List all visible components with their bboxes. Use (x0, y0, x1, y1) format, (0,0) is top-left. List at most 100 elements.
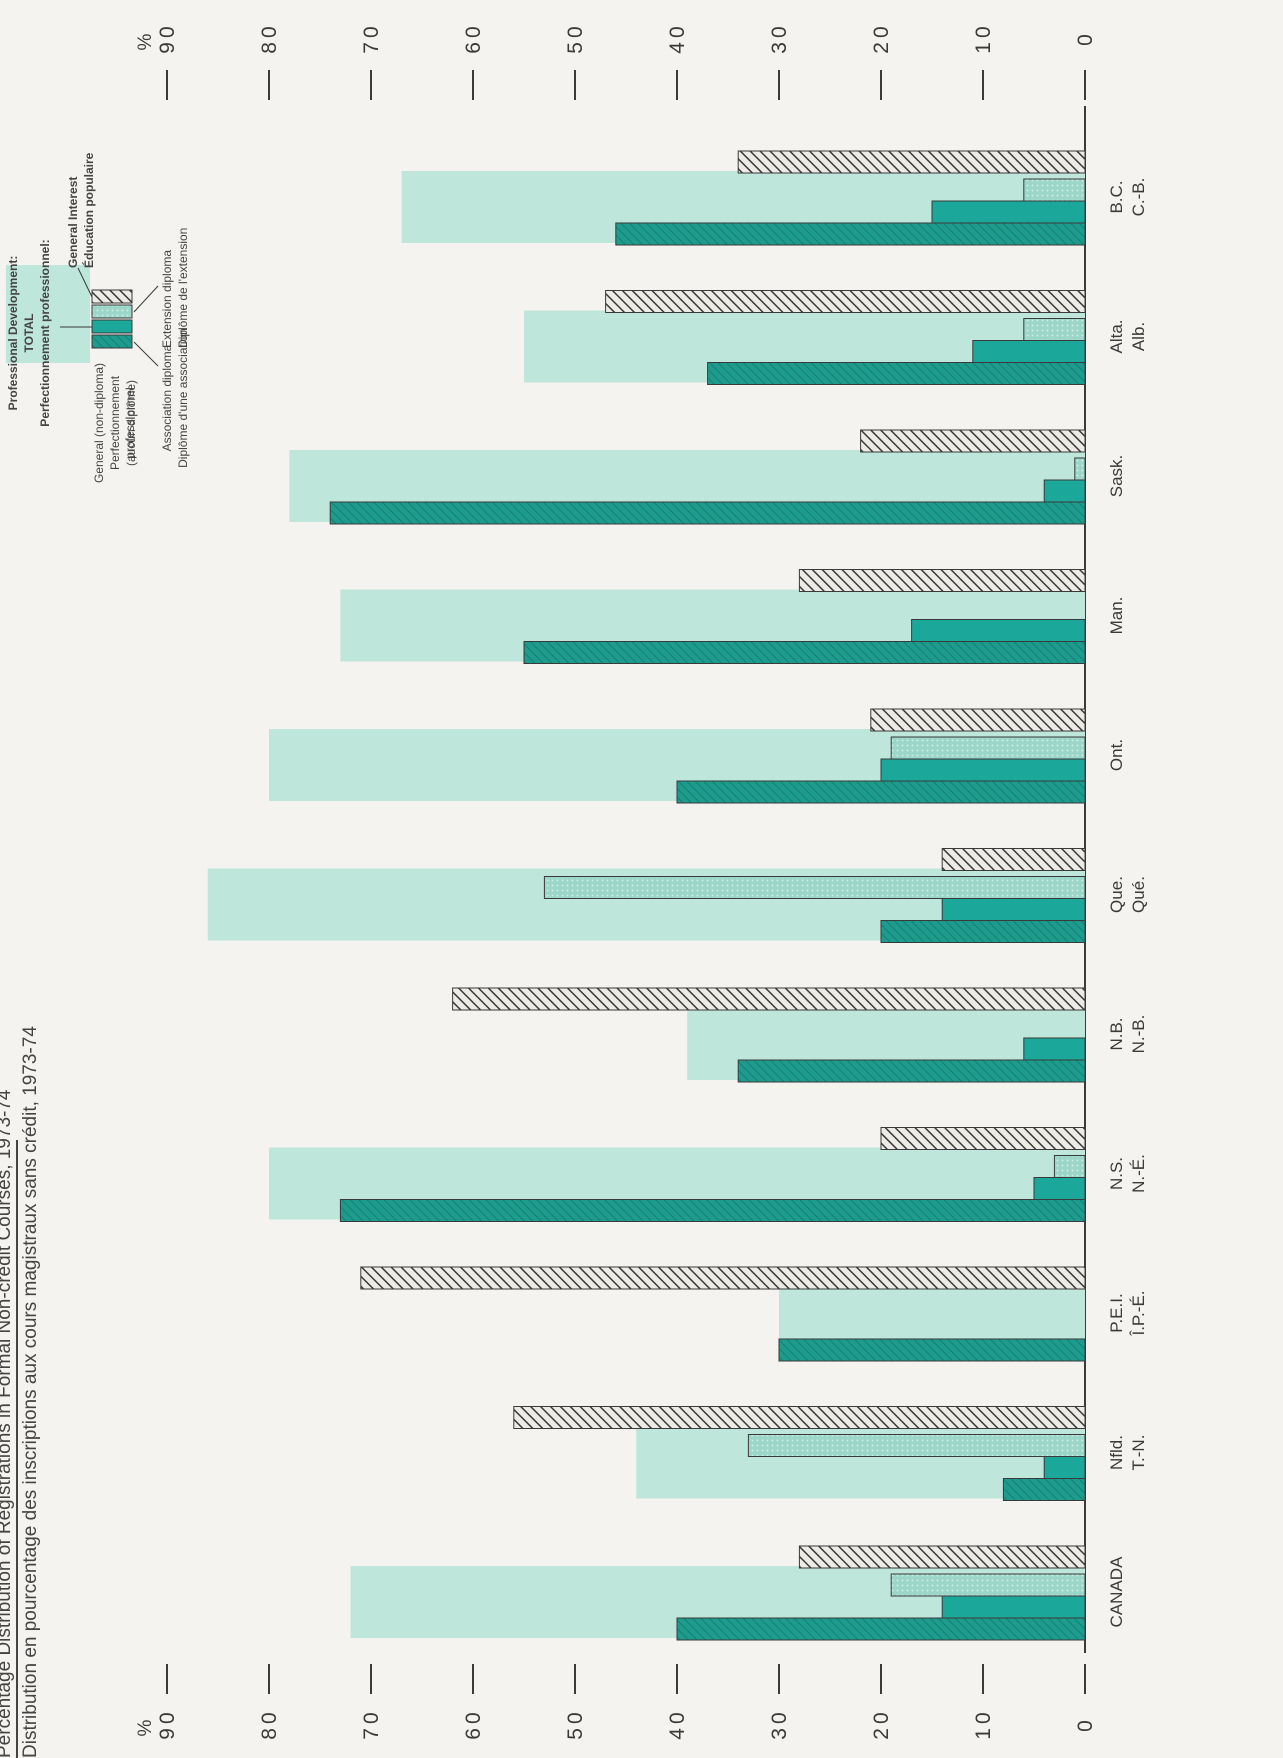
y-tick-label-right: 90 (156, 22, 179, 53)
bar-general (941, 898, 1086, 921)
category-label: C.-B. (1129, 178, 1148, 217)
category-labels-layer: CANADA Nfld. T.-N. P.E.I. Î.P.-É. N.S. N.-É. N.… (1107, 178, 1148, 1628)
y-tick-label-left: 20 (870, 1708, 893, 1739)
bar-extension (890, 736, 1086, 760)
bar-general (931, 200, 1086, 224)
bar-general (880, 758, 1086, 782)
bar-general-interest (360, 1266, 1086, 1290)
bar-association (778, 1338, 1086, 1362)
bar-general-interest (798, 569, 1086, 592)
legend: Professional Development: TOTAL Perfecti… (0, 8, 310, 508)
legend-swatch-association (91, 334, 133, 349)
category-label: Man. (1107, 597, 1126, 635)
bar-association (1002, 1478, 1086, 1501)
bar-general-interest (452, 987, 1086, 1011)
category-label: N.-B. (1129, 1015, 1148, 1054)
bar-extension (1023, 178, 1086, 202)
bar-general-interest (513, 1406, 1086, 1429)
legend-assoc-en: Association diploma (160, 344, 174, 452)
bar-extension (543, 876, 1086, 899)
y-axis-layer: 0 0 10 10 20 20 30 30 40 40 50 50 60 60 70 70 80 80 90 90%% (135, 22, 1097, 1739)
bar-association (615, 222, 1086, 246)
bar-association (737, 1059, 1086, 1083)
legend-header-2: TOTAL (22, 313, 36, 353)
bar-general (972, 340, 1086, 363)
legend-pointer-assoc (133, 341, 159, 367)
bar-association (707, 362, 1086, 385)
y-unit-label-left: % (135, 1719, 156, 1736)
y-tick-label-right: 10 (972, 22, 995, 53)
legend-assoc-fr: Diplôme d'une association (176, 328, 190, 468)
bar-extension (747, 1434, 1086, 1457)
bar-general-interest (880, 1127, 1086, 1150)
bar-association (339, 1199, 1086, 1222)
y-unit-label-right: % (135, 33, 156, 50)
y-tick-label-left: 80 (258, 1708, 281, 1739)
y-tick-label-left: 60 (462, 1708, 485, 1739)
bar-general-interest (941, 848, 1086, 871)
y-tick-label-right: 70 (360, 22, 383, 53)
legend-swatch-total (6, 265, 90, 363)
category-label: Nfld. (1107, 1435, 1126, 1470)
bar-association (523, 641, 1086, 664)
legend-pointer-gi (77, 267, 93, 298)
y-tick-label-right: 40 (666, 22, 689, 53)
legend-header-3: Perfectionnement professionnel: (38, 239, 52, 427)
y-tick-label-right: 20 (870, 22, 893, 53)
y-tick-label-right: 50 (564, 22, 587, 53)
y-tick-label-left: 70 (360, 1708, 383, 1739)
category-label: B.C. (1107, 180, 1126, 213)
legend-general-fr2: (aucun diplôme) (124, 379, 138, 467)
category-label: N.S. (1107, 1157, 1126, 1190)
y-tick-label-left: 90 (156, 1708, 179, 1739)
category-label: Alta. (1107, 319, 1126, 353)
category-label: Sask. (1107, 455, 1126, 498)
legend-gi-fr: Éducation populaire (82, 152, 96, 268)
y-tick-label-right: 60 (462, 22, 485, 53)
legend-swatch-general-interest (91, 289, 133, 304)
category-label: CANADA (1107, 1556, 1126, 1628)
bars-layer (207, 150, 1086, 1641)
y-tick-label-left: 50 (564, 1708, 587, 1739)
bar-association (676, 780, 1086, 804)
y-tick-label-right: 80 (258, 22, 281, 53)
bar-extension (1053, 1155, 1086, 1178)
bar-general (1043, 479, 1086, 503)
category-label: Alb. (1129, 322, 1148, 351)
legend-swatch-general (91, 319, 133, 334)
category-label: Que. (1107, 876, 1126, 913)
y-tick-label-right: 30 (768, 22, 791, 53)
legend-header-1: Professional Development: (6, 255, 20, 411)
category-label: N.-É. (1129, 1154, 1148, 1193)
y-tick-label-left: 10 (972, 1708, 995, 1739)
bar-general (1043, 1456, 1086, 1479)
legend-ext-fr: Diplôme de l'extension (176, 227, 190, 348)
bar-general (941, 1595, 1086, 1619)
y-tick-label-left: 40 (666, 1708, 689, 1739)
y-tick-label-left: 30 (768, 1708, 791, 1739)
category-label: Qué. (1129, 876, 1148, 913)
bar-association (880, 920, 1086, 943)
category-label: Ont. (1107, 739, 1126, 771)
category-label: N.B. (1107, 1017, 1126, 1050)
bar-general-interest (605, 290, 1086, 313)
bar-general-interest (737, 150, 1086, 174)
legend-swatch-extension (91, 304, 133, 319)
bar-general-interest (798, 1545, 1086, 1569)
bar-association (676, 1617, 1086, 1641)
legend-pointer-ext (133, 285, 159, 313)
bar-general (911, 619, 1086, 642)
bar-general-interest (860, 429, 1086, 453)
bar-extension (1074, 457, 1086, 481)
bar-general (1023, 1037, 1086, 1061)
category-label: Î.P.-É. (1129, 1290, 1148, 1336)
legend-general-en: General (non-diploma) (92, 362, 106, 484)
legend-gi-en: General Interest (66, 176, 80, 268)
legend-ext-en: Extension diploma (160, 249, 174, 348)
bar-general (1033, 1177, 1086, 1200)
bar-extension (1023, 318, 1086, 341)
legend-swatches (6, 265, 159, 367)
y-tick-label-right: 0 (1074, 30, 1097, 46)
